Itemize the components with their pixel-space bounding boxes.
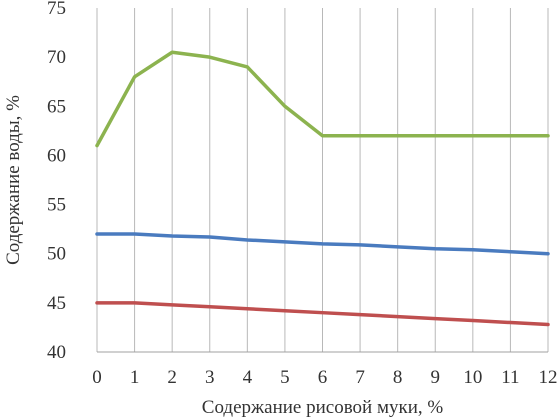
x-tick-label: 10	[463, 367, 482, 388]
y-tick-label: 45	[47, 293, 66, 314]
series-line-1	[95, 50, 550, 148]
y-axis-title: Содержание воды, %	[3, 95, 24, 265]
x-axis-title: Содержание рисовой муки, %	[202, 397, 444, 418]
y-tick-labels: 40 45 50 55 60 65 70 75	[47, 0, 66, 363]
x-tick-label: 1	[130, 367, 140, 388]
y-tick-label: 75	[47, 0, 66, 19]
y-tick-label: 50	[47, 244, 66, 265]
y-tick-label: 65	[47, 96, 66, 117]
series-group	[95, 50, 550, 327]
x-tick-label: 12	[539, 367, 558, 388]
y-tick-label: 70	[47, 47, 66, 68]
x-tick-label: 0	[92, 367, 102, 388]
x-tick-label: 9	[431, 367, 441, 388]
x-tick-label: 2	[167, 367, 177, 388]
x-tick-label: 7	[355, 367, 365, 388]
x-tick-label: 3	[205, 367, 215, 388]
x-tick-label: 5	[280, 367, 290, 388]
x-tick-label: 8	[393, 367, 403, 388]
series-line-2	[95, 232, 550, 256]
y-tick-label: 40	[47, 342, 66, 363]
vertical-gridlines	[96, 8, 549, 352]
y-tick-label: 60	[47, 145, 66, 166]
x-tick-label: 4	[243, 367, 253, 388]
y-tick-label: 55	[47, 195, 66, 216]
x-tick-label: 6	[318, 367, 328, 388]
series-line-3	[95, 301, 550, 327]
x-tick-label: 11	[501, 367, 519, 388]
x-tick-labels: 0 1 2 3 4 5 6 7 8 9 10 11 12	[92, 367, 557, 388]
